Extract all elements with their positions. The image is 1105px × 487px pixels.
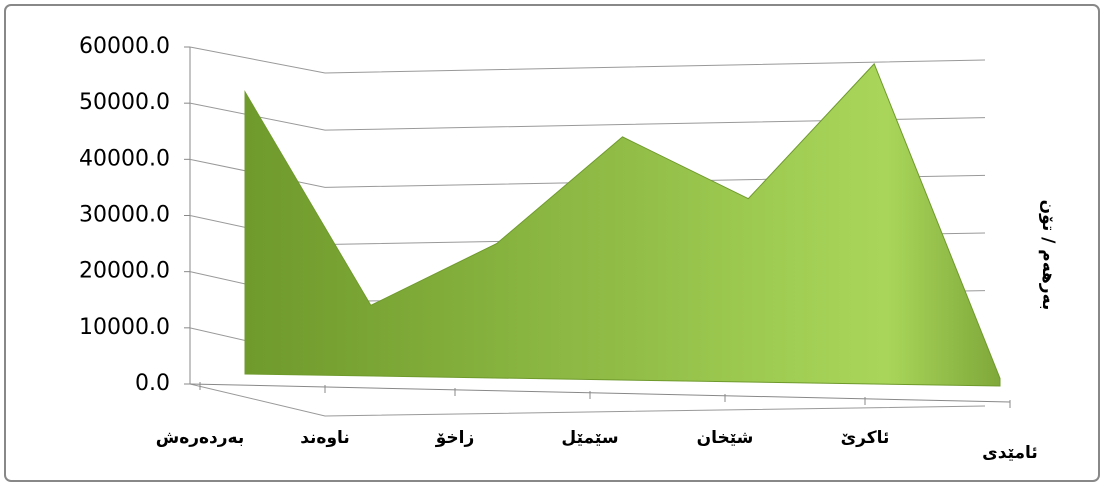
x-tick-label: ناوەند (300, 428, 350, 448)
y-tick-label: 50000.0 (79, 90, 170, 115)
x-tick-label: بەردەرەش (156, 428, 245, 448)
floor-line (189, 383, 1011, 403)
grid-line (189, 102, 986, 131)
y-tick-label: 60000.0 (79, 34, 170, 59)
x-tick-label: سێمێل (561, 428, 618, 448)
x-tick-label: شێخان (697, 428, 754, 448)
x-tick-label: ئامێدی (982, 443, 1038, 463)
grid-line (189, 158, 986, 188)
y-tick-label: 20000.0 (79, 259, 170, 284)
y-tick-label: 30000.0 (79, 203, 170, 228)
y-tick-label: 10000.0 (79, 315, 170, 340)
x-tick-label: ئاکرێ (841, 428, 890, 448)
area (244, 62, 1001, 387)
grid-line (189, 46, 986, 74)
x-tick-label: زاخۆ (435, 428, 475, 448)
grid-line (189, 383, 986, 417)
y-tick-label: 40000.0 (79, 146, 170, 171)
y-tick-label: 0.0 (135, 371, 170, 396)
y-axis-title: بەرهەم / تۆن (1038, 200, 1058, 311)
